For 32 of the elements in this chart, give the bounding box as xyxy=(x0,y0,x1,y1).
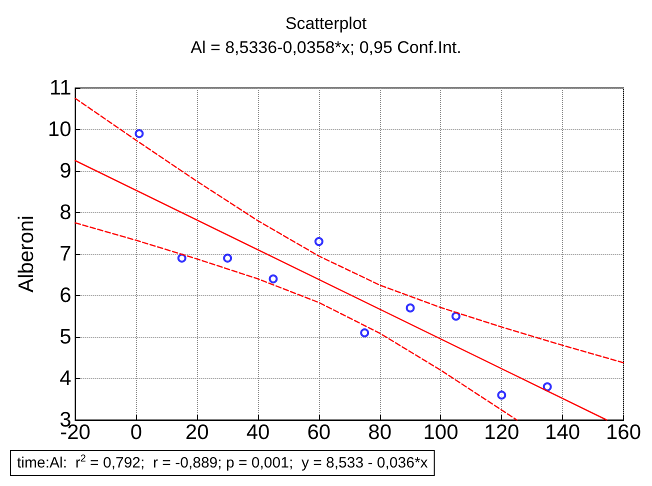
point xyxy=(360,328,370,338)
x-tick-label: 80 xyxy=(368,421,392,444)
y-tick-label: 7 xyxy=(60,242,72,266)
y-tick-label: 11 xyxy=(49,76,72,100)
chart-subtitle: Al = 8,5336-0,0358*x; 0,95 Conf.Int. xyxy=(190,38,462,57)
y-tick-label: 6 xyxy=(60,284,72,307)
y-tick-label: 9 xyxy=(60,160,72,182)
y-tick-label: 4 xyxy=(60,367,72,390)
point xyxy=(497,390,506,400)
x-tick-label: 20 xyxy=(185,421,209,444)
line-series xyxy=(74,98,624,364)
point xyxy=(406,303,415,312)
point xyxy=(314,237,324,246)
point xyxy=(268,274,278,284)
x-tick-label: 100 xyxy=(423,421,458,444)
x-tick-label: 60 xyxy=(307,421,331,444)
x-tick-label: 140 xyxy=(545,421,580,444)
y-tick-label: 10 xyxy=(48,118,72,141)
point xyxy=(542,382,552,392)
line-series xyxy=(74,222,518,421)
x-tick-label: 160 xyxy=(606,421,642,444)
x-tick-label: 120 xyxy=(484,421,520,444)
x-tick-label: 40 xyxy=(246,421,270,444)
point xyxy=(134,129,144,138)
x-tick-label: 0 xyxy=(130,421,142,444)
y-tick-label: 8 xyxy=(60,201,72,224)
y-axis-title: Alberoni xyxy=(15,215,38,293)
y-tick-label: 5 xyxy=(60,326,72,348)
chart-title: Scatterplot xyxy=(285,14,367,33)
point xyxy=(223,254,232,263)
point xyxy=(177,254,186,263)
point xyxy=(451,312,460,321)
